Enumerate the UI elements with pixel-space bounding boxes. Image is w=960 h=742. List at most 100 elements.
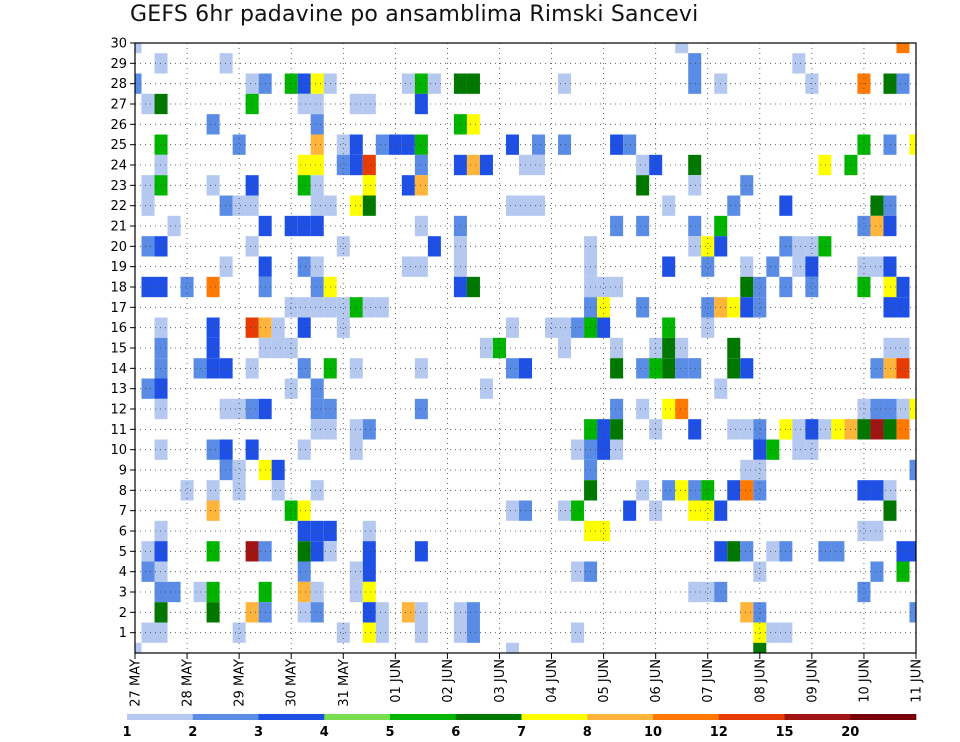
heatmap-cell [310,581,324,603]
heatmap-cell [414,358,428,379]
heatmap-cell [466,114,480,135]
heatmap-cell [675,43,689,54]
heatmap-cell [297,500,311,521]
heatmap-cell [597,317,611,338]
y-tick-label: 14 [110,362,127,377]
heatmap-cell [662,337,676,359]
heatmap-cell [219,256,233,277]
heatmap-cell [414,175,428,196]
y-tick-label: 24 [110,159,127,174]
heatmap-cell [896,541,910,562]
heatmap-cell [154,317,168,338]
heatmap-cell [297,358,311,379]
heatmap-cell [154,236,168,257]
x-tick-label: 11 JUN [910,659,925,703]
x-tick-label: 30 MAY [285,659,300,707]
heatmap-cell [154,398,168,420]
heatmap-cell [688,73,702,94]
heatmap-cell [154,93,168,115]
heatmap-cell [284,500,298,521]
heatmap-cell [362,581,376,603]
heatmap-cell [883,297,897,318]
heatmap-cell [727,297,741,318]
heatmap-cell [297,215,311,237]
heatmap-cell [362,175,376,196]
heatmap-cell [297,154,311,176]
heatmap-cell [401,73,415,94]
x-tick-label: 01 JUN [389,659,404,703]
heatmap-cell [154,378,168,399]
heatmap-cell [558,337,572,359]
heatmap-cell [167,215,181,237]
heatmap-cell [636,154,650,176]
heatmap-cell [141,236,155,257]
colorbar-label: 15 [775,725,793,740]
heatmap-cell [245,358,259,379]
y-tick-label: 6 [119,525,127,540]
heatmap-cell [675,480,689,501]
heatmap-cell [636,480,650,501]
heatmap-cell [375,297,389,318]
heatmap-cell [232,480,246,501]
heatmap-cell [675,398,689,420]
heatmap-cell [805,256,819,277]
heatmap-cell [245,93,259,115]
heatmap-cell [597,439,611,460]
y-tick-label: 21 [110,220,127,235]
heatmap-cell [688,236,702,257]
y-tick-label: 1 [119,626,127,641]
y-tick-label: 28 [110,77,127,92]
heatmap-cell [909,541,916,562]
heatmap-cell [479,154,493,176]
heatmap-cell [297,561,311,582]
x-tick-label: 03 JUN [493,659,508,703]
heatmap-cell [688,358,702,379]
heatmap-cell [297,297,311,318]
heatmap-cell [636,398,650,420]
heatmap-cell [532,134,546,155]
heatmap-cell [688,175,702,196]
heatmap-cell [414,541,428,562]
x-tick-label: 06 JUN [649,659,664,703]
heatmap-cell [206,602,220,623]
heatmap-cell [662,317,676,338]
heatmap-cell [297,175,311,196]
heatmap-cell [610,398,624,420]
heatmap-cell [135,43,142,54]
y-tick-label: 15 [110,342,127,357]
heatmap-cell [558,73,572,94]
heatmap-cell [154,622,168,643]
heatmap-cell [857,520,871,542]
heatmap-cell [753,622,767,643]
heatmap-cell [479,378,493,399]
heatmap-cell [753,480,767,501]
heatmap-cell [610,419,624,440]
colorbar-segment [521,714,588,720]
heatmap-cell [154,541,168,562]
heatmap-cell [532,195,546,216]
heatmap-cell [414,256,428,277]
heatmap-cell [349,581,363,603]
y-tick-label: 20 [110,240,127,255]
heatmap-cell [141,195,155,216]
heatmap-cell [870,480,884,501]
y-tick-label: 27 [110,98,127,113]
heatmap-cell [505,317,519,338]
heatmap-cell [701,297,715,318]
colorbar-legend: 1 2 3 4 5 6 7 8 10 12 15 20 [122,714,917,740]
colorbar-segment [850,714,917,720]
y-tick-label: 10 [110,443,127,458]
heatmap-cell [883,500,897,521]
heatmap-cell [349,297,363,318]
heatmap-cell [375,602,389,623]
colorbar-segment [587,714,654,720]
heatmap-cell [297,256,311,277]
heatmap-cell [427,236,441,257]
heatmap-cell [857,256,871,277]
heatmap-cell [349,358,363,379]
heatmap-cell [362,520,376,542]
x-tick-label: 27 MAY [129,659,144,707]
heatmap-cell [896,73,910,94]
heatmap-cell [532,154,546,176]
heatmap-cell [362,561,376,582]
